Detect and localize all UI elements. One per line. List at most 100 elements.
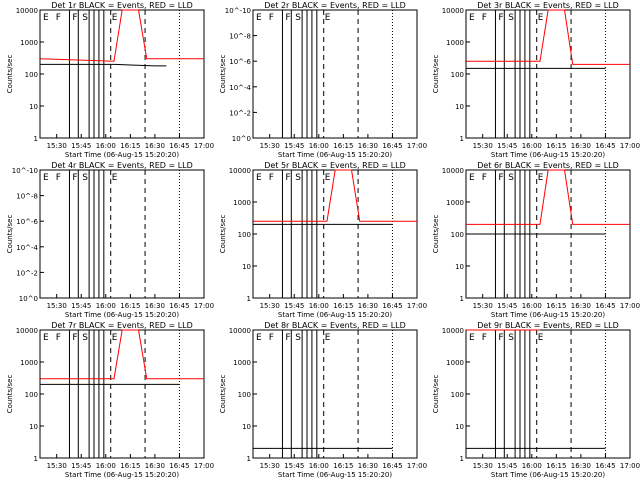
x-tick-label: 15:30 (473, 142, 493, 150)
x-tick-label: 16:00 (96, 462, 116, 470)
y-tick-label: 1 (34, 135, 38, 143)
x-tick-label: 15:45 (284, 142, 304, 150)
y-tick-label: 10 (455, 423, 464, 431)
x-tick-label: 16:30 (571, 302, 591, 310)
y-axis-label: Counts/sec (432, 375, 440, 414)
y-axis-label: Counts/sec (432, 215, 440, 254)
event-label: F (269, 173, 274, 183)
panel-title: Det 4r BLACK = Events, RED = LLD (51, 161, 193, 170)
y-tick-label: 1 (34, 455, 38, 463)
y-tick-label: 10000 (442, 7, 464, 15)
x-tick-label: 16:30 (145, 302, 165, 310)
y-tick-label: 1000 (233, 359, 251, 367)
y-tick-label: 10^-8 (16, 193, 38, 201)
panel-title: Det 6r BLACK = Events, RED = LLD (477, 161, 619, 170)
y-tick-label: 10000 (442, 167, 464, 175)
panel-title: Det 8r BLACK = Events, RED = LLD (264, 321, 406, 330)
event-label: E (256, 13, 262, 23)
y-tick-label: 10^-6 (16, 218, 38, 226)
panel-det-8: Det 8r BLACK = Events, RED = LLD 1 10 100 10… (219, 321, 427, 479)
x-tick-label: 16:45 (595, 462, 615, 470)
y-tick-label: 10 (29, 423, 38, 431)
event-label: F (285, 173, 290, 183)
y-tick-label: 10^0 (19, 295, 38, 303)
x-tick-label: 15:30 (260, 462, 280, 470)
x-tick-label: 15:30 (260, 142, 280, 150)
y-tick-label: 100 (238, 391, 251, 399)
x-tick-label: 17:00 (194, 462, 214, 470)
x-tick-label: 16:00 (522, 142, 542, 150)
y-tick-label: 10^-4 (16, 244, 38, 252)
event-label: S (82, 333, 88, 343)
x-tick-label: 15:30 (47, 462, 67, 470)
event-label: E (43, 173, 49, 183)
event-label: F (285, 333, 290, 343)
y-tick-label: 10^-4 (229, 84, 251, 92)
y-axis-label: Counts/sec (219, 215, 227, 254)
event-label: E (112, 173, 118, 183)
event-label: F (72, 173, 77, 183)
x-tick-label: 17:00 (620, 302, 640, 310)
event-label: S (295, 173, 301, 183)
y-tick-label: 10 (455, 103, 464, 111)
x-tick-label: 16:15 (120, 142, 140, 150)
x-axis-label: Start Time (06-Aug-15 15:20:20) (65, 311, 179, 319)
x-axis-label: Start Time (06-Aug-15 15:20:20) (278, 471, 392, 479)
y-tick-label: 10^-10 (12, 167, 38, 175)
y-tick-label: 1000 (20, 39, 38, 47)
x-tick-label: 16:30 (358, 302, 378, 310)
x-tick-label: 16:00 (309, 302, 329, 310)
y-axis-label: Counts/sec (6, 375, 14, 414)
event-label: E (325, 173, 331, 183)
event-label: E (469, 333, 475, 343)
y-tick-label: 10000 (229, 327, 251, 335)
event-label: E (256, 333, 262, 343)
y-tick-label: 1000 (20, 359, 38, 367)
panel-det-5: Det 5r BLACK = Events, RED = LLD 1 10 100 10… (219, 161, 427, 319)
x-tick-label: 16:15 (546, 462, 566, 470)
x-tick-label: 16:15 (546, 302, 566, 310)
event-label: E (43, 13, 49, 23)
x-tick-label: 16:30 (358, 462, 378, 470)
series-line-2 (40, 329, 204, 380)
panel-title: Det 9r BLACK = Events, RED = LLD (477, 321, 619, 330)
x-tick-label: 16:00 (96, 142, 116, 150)
event-label: S (82, 173, 88, 183)
x-tick-label: 16:45 (382, 142, 402, 150)
event-label: S (295, 333, 301, 343)
x-tick-label: 16:45 (169, 142, 189, 150)
event-label: F (56, 13, 61, 23)
y-tick-label: 1000 (446, 39, 464, 47)
event-label: E (112, 13, 118, 23)
x-tick-label: 16:45 (169, 302, 189, 310)
x-tick-label: 17:00 (194, 302, 214, 310)
y-tick-label: 100 (451, 71, 464, 79)
y-tick-label: 10000 (442, 327, 464, 335)
panel-det-2: Det 2r BLACK = Events, RED = LLD 10^0 10^-… (219, 1, 427, 159)
y-tick-label: 100 (238, 231, 251, 239)
x-axis-label: Start Time (06-Aug-15 15:20:20) (65, 471, 179, 479)
panel-title: Det 1r BLACK = Events, RED = LLD (51, 1, 193, 10)
panel-title: Det 2r BLACK = Events, RED = LLD (264, 1, 406, 10)
event-label: F (72, 333, 77, 343)
event-label: E (538, 333, 544, 343)
y-tick-label: 10^-2 (16, 269, 38, 277)
panel-det-9: Det 9r BLACK = Events, RED = LLD 1 10 100 10… (432, 321, 640, 479)
y-axis-label: Counts/sec (432, 55, 440, 94)
y-tick-label: 1000 (233, 199, 251, 207)
y-tick-label: 10^-10 (225, 7, 251, 15)
x-tick-label: 16:30 (145, 142, 165, 150)
y-tick-label: 10^-8 (229, 33, 251, 41)
y-tick-label: 100 (25, 391, 38, 399)
x-axis-label: Start Time (06-Aug-15 15:20:20) (65, 151, 179, 159)
x-tick-label: 16:15 (333, 142, 353, 150)
x-tick-label: 17:00 (194, 142, 214, 150)
x-tick-label: 17:00 (407, 462, 427, 470)
x-axis-label: Start Time (06-Aug-15 15:20:20) (278, 151, 392, 159)
x-tick-label: 16:15 (333, 302, 353, 310)
event-label: F (269, 13, 274, 23)
x-tick-label: 15:30 (47, 302, 67, 310)
event-label: F (498, 173, 503, 183)
y-tick-label: 10^0 (232, 135, 251, 143)
series-line-2 (253, 169, 417, 222)
